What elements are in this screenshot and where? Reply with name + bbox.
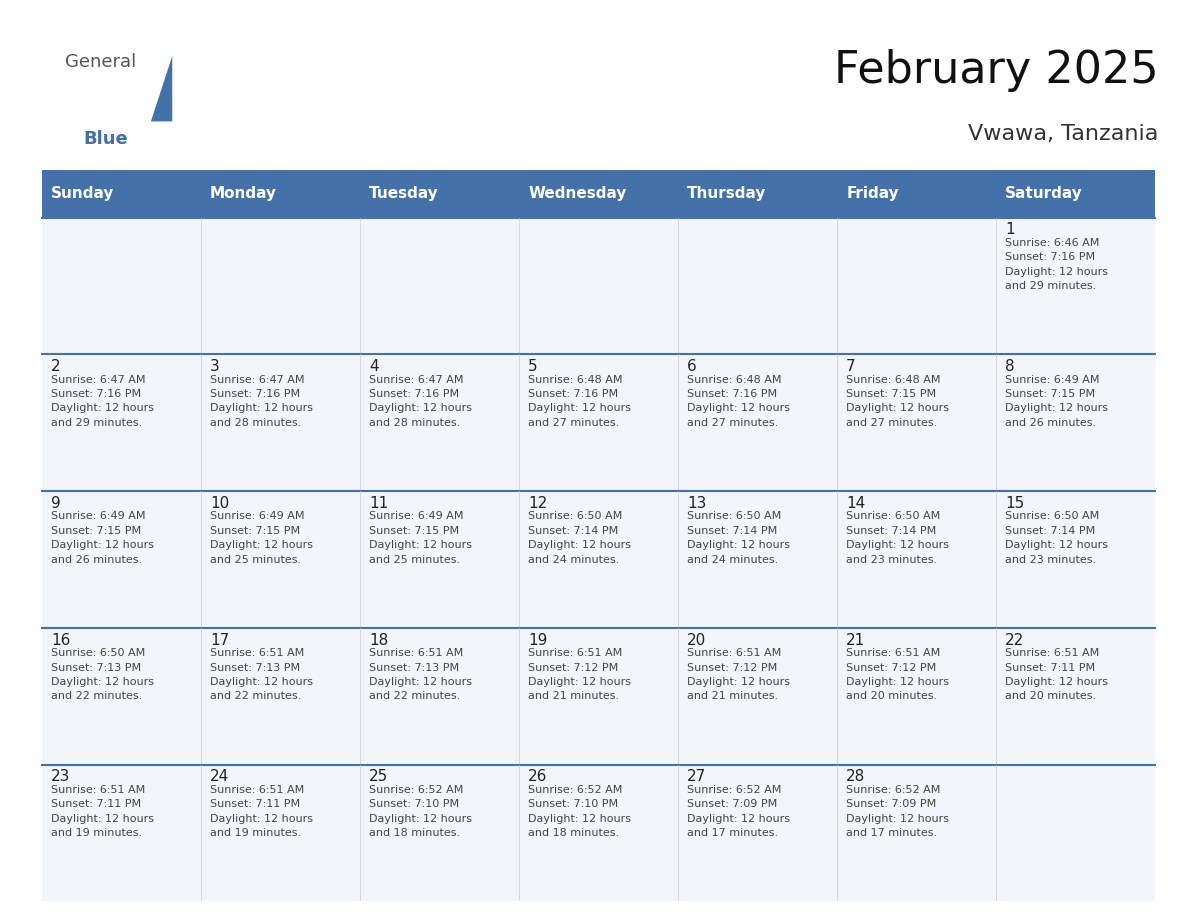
Text: 3: 3	[210, 359, 220, 374]
Text: Sunrise: 6:50 AM
Sunset: 7:14 PM
Daylight: 12 hours
and 24 minutes.: Sunrise: 6:50 AM Sunset: 7:14 PM Dayligh…	[529, 511, 631, 565]
Text: Sunday: Sunday	[51, 186, 114, 201]
Text: 6: 6	[687, 359, 697, 374]
Text: Sunrise: 6:48 AM
Sunset: 7:16 PM
Daylight: 12 hours
and 27 minutes.: Sunrise: 6:48 AM Sunset: 7:16 PM Dayligh…	[687, 375, 790, 428]
Text: Sunrise: 6:47 AM
Sunset: 7:16 PM
Daylight: 12 hours
and 28 minutes.: Sunrise: 6:47 AM Sunset: 7:16 PM Dayligh…	[369, 375, 472, 428]
Text: General: General	[65, 53, 137, 72]
Text: Sunrise: 6:50 AM
Sunset: 7:13 PM
Daylight: 12 hours
and 22 minutes.: Sunrise: 6:50 AM Sunset: 7:13 PM Dayligh…	[51, 648, 154, 701]
Text: Sunrise: 6:48 AM
Sunset: 7:16 PM
Daylight: 12 hours
and 27 minutes.: Sunrise: 6:48 AM Sunset: 7:16 PM Dayligh…	[529, 375, 631, 428]
Text: Sunrise: 6:52 AM
Sunset: 7:09 PM
Daylight: 12 hours
and 17 minutes.: Sunrise: 6:52 AM Sunset: 7:09 PM Dayligh…	[687, 785, 790, 838]
Text: 11: 11	[369, 496, 388, 510]
Text: Sunrise: 6:52 AM
Sunset: 7:10 PM
Daylight: 12 hours
and 18 minutes.: Sunrise: 6:52 AM Sunset: 7:10 PM Dayligh…	[369, 785, 472, 838]
Text: 14: 14	[846, 496, 865, 510]
Text: 20: 20	[687, 633, 707, 647]
Text: Wednesday: Wednesday	[529, 186, 626, 201]
Text: 10: 10	[210, 496, 229, 510]
Text: 25: 25	[369, 769, 388, 784]
Text: Sunrise: 6:49 AM
Sunset: 7:15 PM
Daylight: 12 hours
and 26 minutes.: Sunrise: 6:49 AM Sunset: 7:15 PM Dayligh…	[1005, 375, 1108, 428]
Text: Sunrise: 6:51 AM
Sunset: 7:12 PM
Daylight: 12 hours
and 21 minutes.: Sunrise: 6:51 AM Sunset: 7:12 PM Dayligh…	[529, 648, 631, 701]
Text: 2: 2	[51, 359, 61, 374]
Text: Sunrise: 6:51 AM
Sunset: 7:11 PM
Daylight: 12 hours
and 19 minutes.: Sunrise: 6:51 AM Sunset: 7:11 PM Dayligh…	[51, 785, 154, 838]
Text: 23: 23	[51, 769, 70, 784]
Text: Sunrise: 6:50 AM
Sunset: 7:14 PM
Daylight: 12 hours
and 23 minutes.: Sunrise: 6:50 AM Sunset: 7:14 PM Dayligh…	[1005, 511, 1108, 565]
Text: Saturday: Saturday	[1005, 186, 1083, 201]
Text: 4: 4	[369, 359, 379, 374]
Text: 1: 1	[1005, 222, 1015, 237]
Text: 26: 26	[529, 769, 548, 784]
Text: Sunrise: 6:47 AM
Sunset: 7:16 PM
Daylight: 12 hours
and 28 minutes.: Sunrise: 6:47 AM Sunset: 7:16 PM Dayligh…	[210, 375, 314, 428]
Text: 8: 8	[1005, 359, 1015, 374]
Text: February 2025: February 2025	[834, 49, 1158, 92]
Text: 21: 21	[846, 633, 865, 647]
Text: 7: 7	[846, 359, 855, 374]
Text: Sunrise: 6:49 AM
Sunset: 7:15 PM
Daylight: 12 hours
and 25 minutes.: Sunrise: 6:49 AM Sunset: 7:15 PM Dayligh…	[369, 511, 472, 565]
Text: Friday: Friday	[846, 186, 899, 201]
Text: Sunrise: 6:51 AM
Sunset: 7:12 PM
Daylight: 12 hours
and 20 minutes.: Sunrise: 6:51 AM Sunset: 7:12 PM Dayligh…	[846, 648, 949, 701]
Text: 28: 28	[846, 769, 865, 784]
Text: 24: 24	[210, 769, 229, 784]
Text: 27: 27	[687, 769, 707, 784]
Text: 9: 9	[51, 496, 61, 510]
Text: Sunrise: 6:50 AM
Sunset: 7:14 PM
Daylight: 12 hours
and 24 minutes.: Sunrise: 6:50 AM Sunset: 7:14 PM Dayligh…	[687, 511, 790, 565]
Text: Vwawa, Tanzania: Vwawa, Tanzania	[968, 124, 1158, 144]
Text: 16: 16	[51, 633, 70, 647]
Text: Sunrise: 6:49 AM
Sunset: 7:15 PM
Daylight: 12 hours
and 25 minutes.: Sunrise: 6:49 AM Sunset: 7:15 PM Dayligh…	[210, 511, 314, 565]
Text: Sunrise: 6:50 AM
Sunset: 7:14 PM
Daylight: 12 hours
and 23 minutes.: Sunrise: 6:50 AM Sunset: 7:14 PM Dayligh…	[846, 511, 949, 565]
Text: Sunrise: 6:51 AM
Sunset: 7:13 PM
Daylight: 12 hours
and 22 minutes.: Sunrise: 6:51 AM Sunset: 7:13 PM Dayligh…	[369, 648, 472, 701]
Text: Sunrise: 6:52 AM
Sunset: 7:09 PM
Daylight: 12 hours
and 17 minutes.: Sunrise: 6:52 AM Sunset: 7:09 PM Dayligh…	[846, 785, 949, 838]
Text: Sunrise: 6:46 AM
Sunset: 7:16 PM
Daylight: 12 hours
and 29 minutes.: Sunrise: 6:46 AM Sunset: 7:16 PM Dayligh…	[1005, 238, 1108, 291]
Text: Sunrise: 6:51 AM
Sunset: 7:11 PM
Daylight: 12 hours
and 20 minutes.: Sunrise: 6:51 AM Sunset: 7:11 PM Dayligh…	[1005, 648, 1108, 701]
Polygon shape	[151, 56, 172, 121]
Text: 19: 19	[529, 633, 548, 647]
Text: Blue: Blue	[83, 130, 128, 148]
Text: Sunrise: 6:47 AM
Sunset: 7:16 PM
Daylight: 12 hours
and 29 minutes.: Sunrise: 6:47 AM Sunset: 7:16 PM Dayligh…	[51, 375, 154, 428]
Text: 17: 17	[210, 633, 229, 647]
Text: 13: 13	[687, 496, 707, 510]
Text: Sunrise: 6:48 AM
Sunset: 7:15 PM
Daylight: 12 hours
and 27 minutes.: Sunrise: 6:48 AM Sunset: 7:15 PM Dayligh…	[846, 375, 949, 428]
Text: Tuesday: Tuesday	[369, 186, 438, 201]
Text: Sunrise: 6:51 AM
Sunset: 7:13 PM
Daylight: 12 hours
and 22 minutes.: Sunrise: 6:51 AM Sunset: 7:13 PM Dayligh…	[210, 648, 314, 701]
Text: 22: 22	[1005, 633, 1024, 647]
Text: 15: 15	[1005, 496, 1024, 510]
Text: Sunrise: 6:49 AM
Sunset: 7:15 PM
Daylight: 12 hours
and 26 minutes.: Sunrise: 6:49 AM Sunset: 7:15 PM Dayligh…	[51, 511, 154, 565]
Text: Thursday: Thursday	[687, 186, 766, 201]
Text: Sunrise: 6:51 AM
Sunset: 7:12 PM
Daylight: 12 hours
and 21 minutes.: Sunrise: 6:51 AM Sunset: 7:12 PM Dayligh…	[687, 648, 790, 701]
Text: Sunrise: 6:51 AM
Sunset: 7:11 PM
Daylight: 12 hours
and 19 minutes.: Sunrise: 6:51 AM Sunset: 7:11 PM Dayligh…	[210, 785, 314, 838]
Text: 5: 5	[529, 359, 538, 374]
Text: Monday: Monday	[210, 186, 277, 201]
Text: 12: 12	[529, 496, 548, 510]
Text: 18: 18	[369, 633, 388, 647]
Text: Sunrise: 6:52 AM
Sunset: 7:10 PM
Daylight: 12 hours
and 18 minutes.: Sunrise: 6:52 AM Sunset: 7:10 PM Dayligh…	[529, 785, 631, 838]
